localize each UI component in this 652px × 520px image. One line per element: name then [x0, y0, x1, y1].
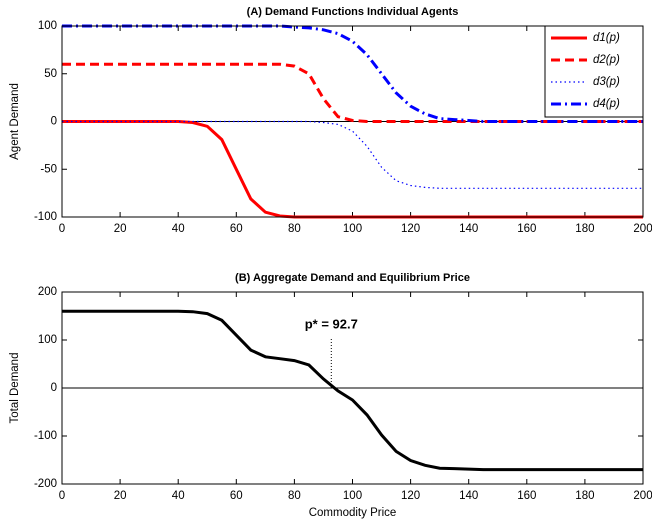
x-tick-label: 100 [343, 223, 362, 235]
x-tick-label: 180 [575, 223, 594, 235]
x-tick-label: 120 [401, 490, 420, 502]
x-tick-label: 40 [172, 490, 185, 502]
y-tick-label: -200 [34, 478, 57, 490]
y-tick-label: 100 [38, 20, 57, 32]
y-tick-label: 0 [51, 116, 57, 128]
x-tick-label: 200 [633, 490, 652, 502]
legend-label: d2(p) [593, 54, 620, 66]
data-line [62, 120, 643, 189]
y-tick-label: -100 [34, 430, 57, 442]
chart-title: (B) Aggregate Demand and Equilibrium Pri… [235, 272, 470, 284]
x-tick-label: 60 [230, 490, 243, 502]
x-tick-label: 160 [517, 490, 536, 502]
legend-label: d1(p) [593, 32, 620, 44]
x-tick-label: 140 [459, 223, 478, 235]
y-axis-label: Agent Demand [9, 83, 21, 160]
data-line [62, 309, 643, 472]
y-tick-label: 50 [44, 68, 57, 80]
legend-label: d4(p) [593, 98, 620, 110]
x-tick-label: 180 [575, 490, 594, 502]
axes-frame [61, 291, 644, 485]
x-tick-label: 20 [114, 490, 127, 502]
legend-box [544, 25, 644, 118]
x-tick-label: 160 [517, 223, 536, 235]
x-tick-label: 0 [59, 223, 65, 235]
y-axis-label: Total Demand [9, 353, 21, 424]
y-tick-label: 0 [51, 382, 57, 394]
x-tick-label: 80 [288, 490, 301, 502]
x-tick-label: 140 [459, 490, 478, 502]
x-tick-label: 40 [172, 223, 185, 235]
data-line [62, 62, 643, 123]
y-tick-label: -100 [34, 211, 57, 223]
chart-title: (A) Demand Functions Individual Agents [247, 6, 459, 18]
x-tick-label: 120 [401, 223, 420, 235]
x-axis-label: Commodity Price [309, 507, 397, 519]
annotation: p* = 92.7 [305, 316, 358, 331]
legend-label: d3(p) [593, 76, 620, 88]
axes-frame [61, 25, 644, 218]
x-tick-label: 100 [343, 490, 362, 502]
x-tick-label: 80 [288, 223, 301, 235]
y-tick-label: 200 [38, 286, 57, 298]
x-tick-label: 0 [59, 490, 65, 502]
y-tick-label: -50 [40, 163, 57, 175]
x-tick-label: 60 [230, 223, 243, 235]
y-tick-label: 100 [38, 334, 57, 346]
x-tick-label: 200 [633, 223, 652, 235]
x-tick-label: 20 [114, 223, 127, 235]
